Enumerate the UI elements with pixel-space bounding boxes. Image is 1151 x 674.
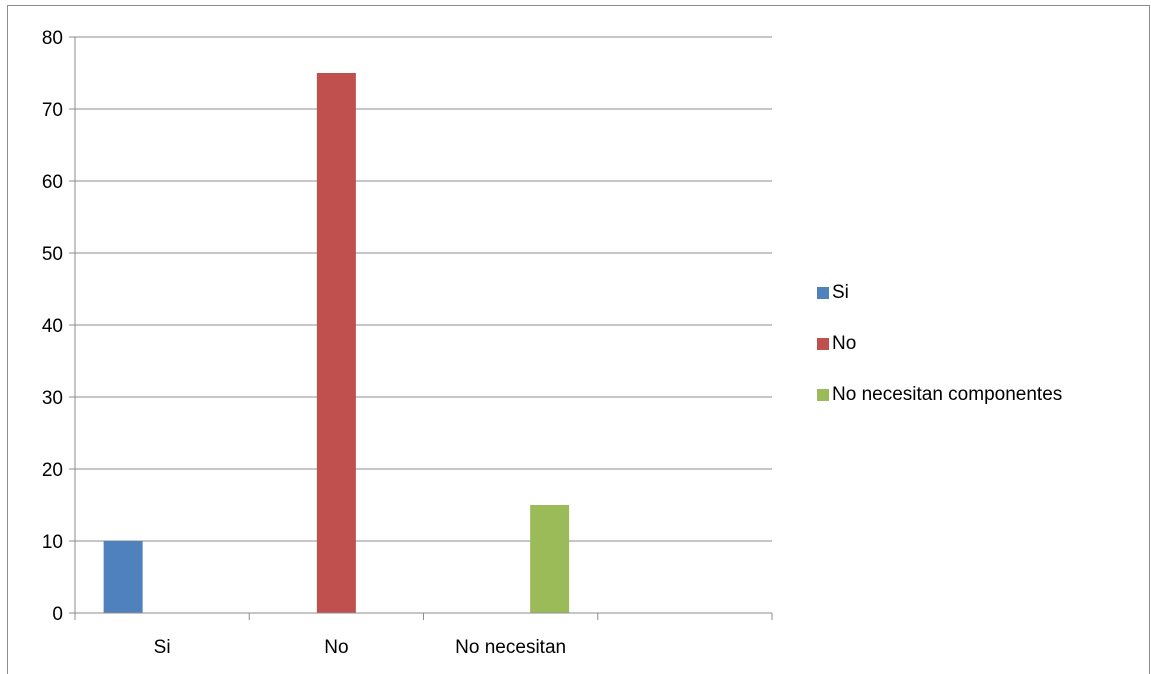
y-tick-label-20: 20 <box>42 460 63 481</box>
bar-si <box>103 541 143 613</box>
x-tick-label-no: No <box>324 637 348 658</box>
legend-label-si: Si <box>832 282 849 303</box>
legend-label-no-necesitan-componentes: No necesitan componentes <box>832 384 1063 405</box>
y-tick-label-50: 50 <box>42 244 63 265</box>
legend-label-no: No <box>832 333 857 354</box>
y-tick-label-30: 30 <box>42 388 63 409</box>
y-tick-label-70: 70 <box>42 100 63 121</box>
x-tick-label-si: Si <box>154 637 171 658</box>
chart-frame <box>7 5 1150 674</box>
chart-legend: Si No No necesitan componentes <box>817 281 1062 434</box>
legend-swatch-no-necesitan-componentes <box>817 389 829 401</box>
legend-swatch-si <box>817 287 829 299</box>
legend-swatch-no <box>817 338 829 350</box>
y-tick-label-80: 80 <box>42 28 63 49</box>
bar-no-necesitan-componentes <box>530 505 570 613</box>
legend-item-no-necesitan-componentes: No necesitan componentes <box>817 383 1062 407</box>
y-tick-label-0: 0 <box>52 604 63 625</box>
legend-item-si: Si <box>817 281 1062 305</box>
y-tick-label-40: 40 <box>42 316 63 337</box>
x-tick-label-no-necesitan: No necesitan <box>455 637 566 658</box>
y-tick-label-10: 10 <box>42 532 63 553</box>
bar-no <box>316 73 356 613</box>
legend-item-no: No <box>817 332 1062 356</box>
y-tick-label-60: 60 <box>42 172 63 193</box>
